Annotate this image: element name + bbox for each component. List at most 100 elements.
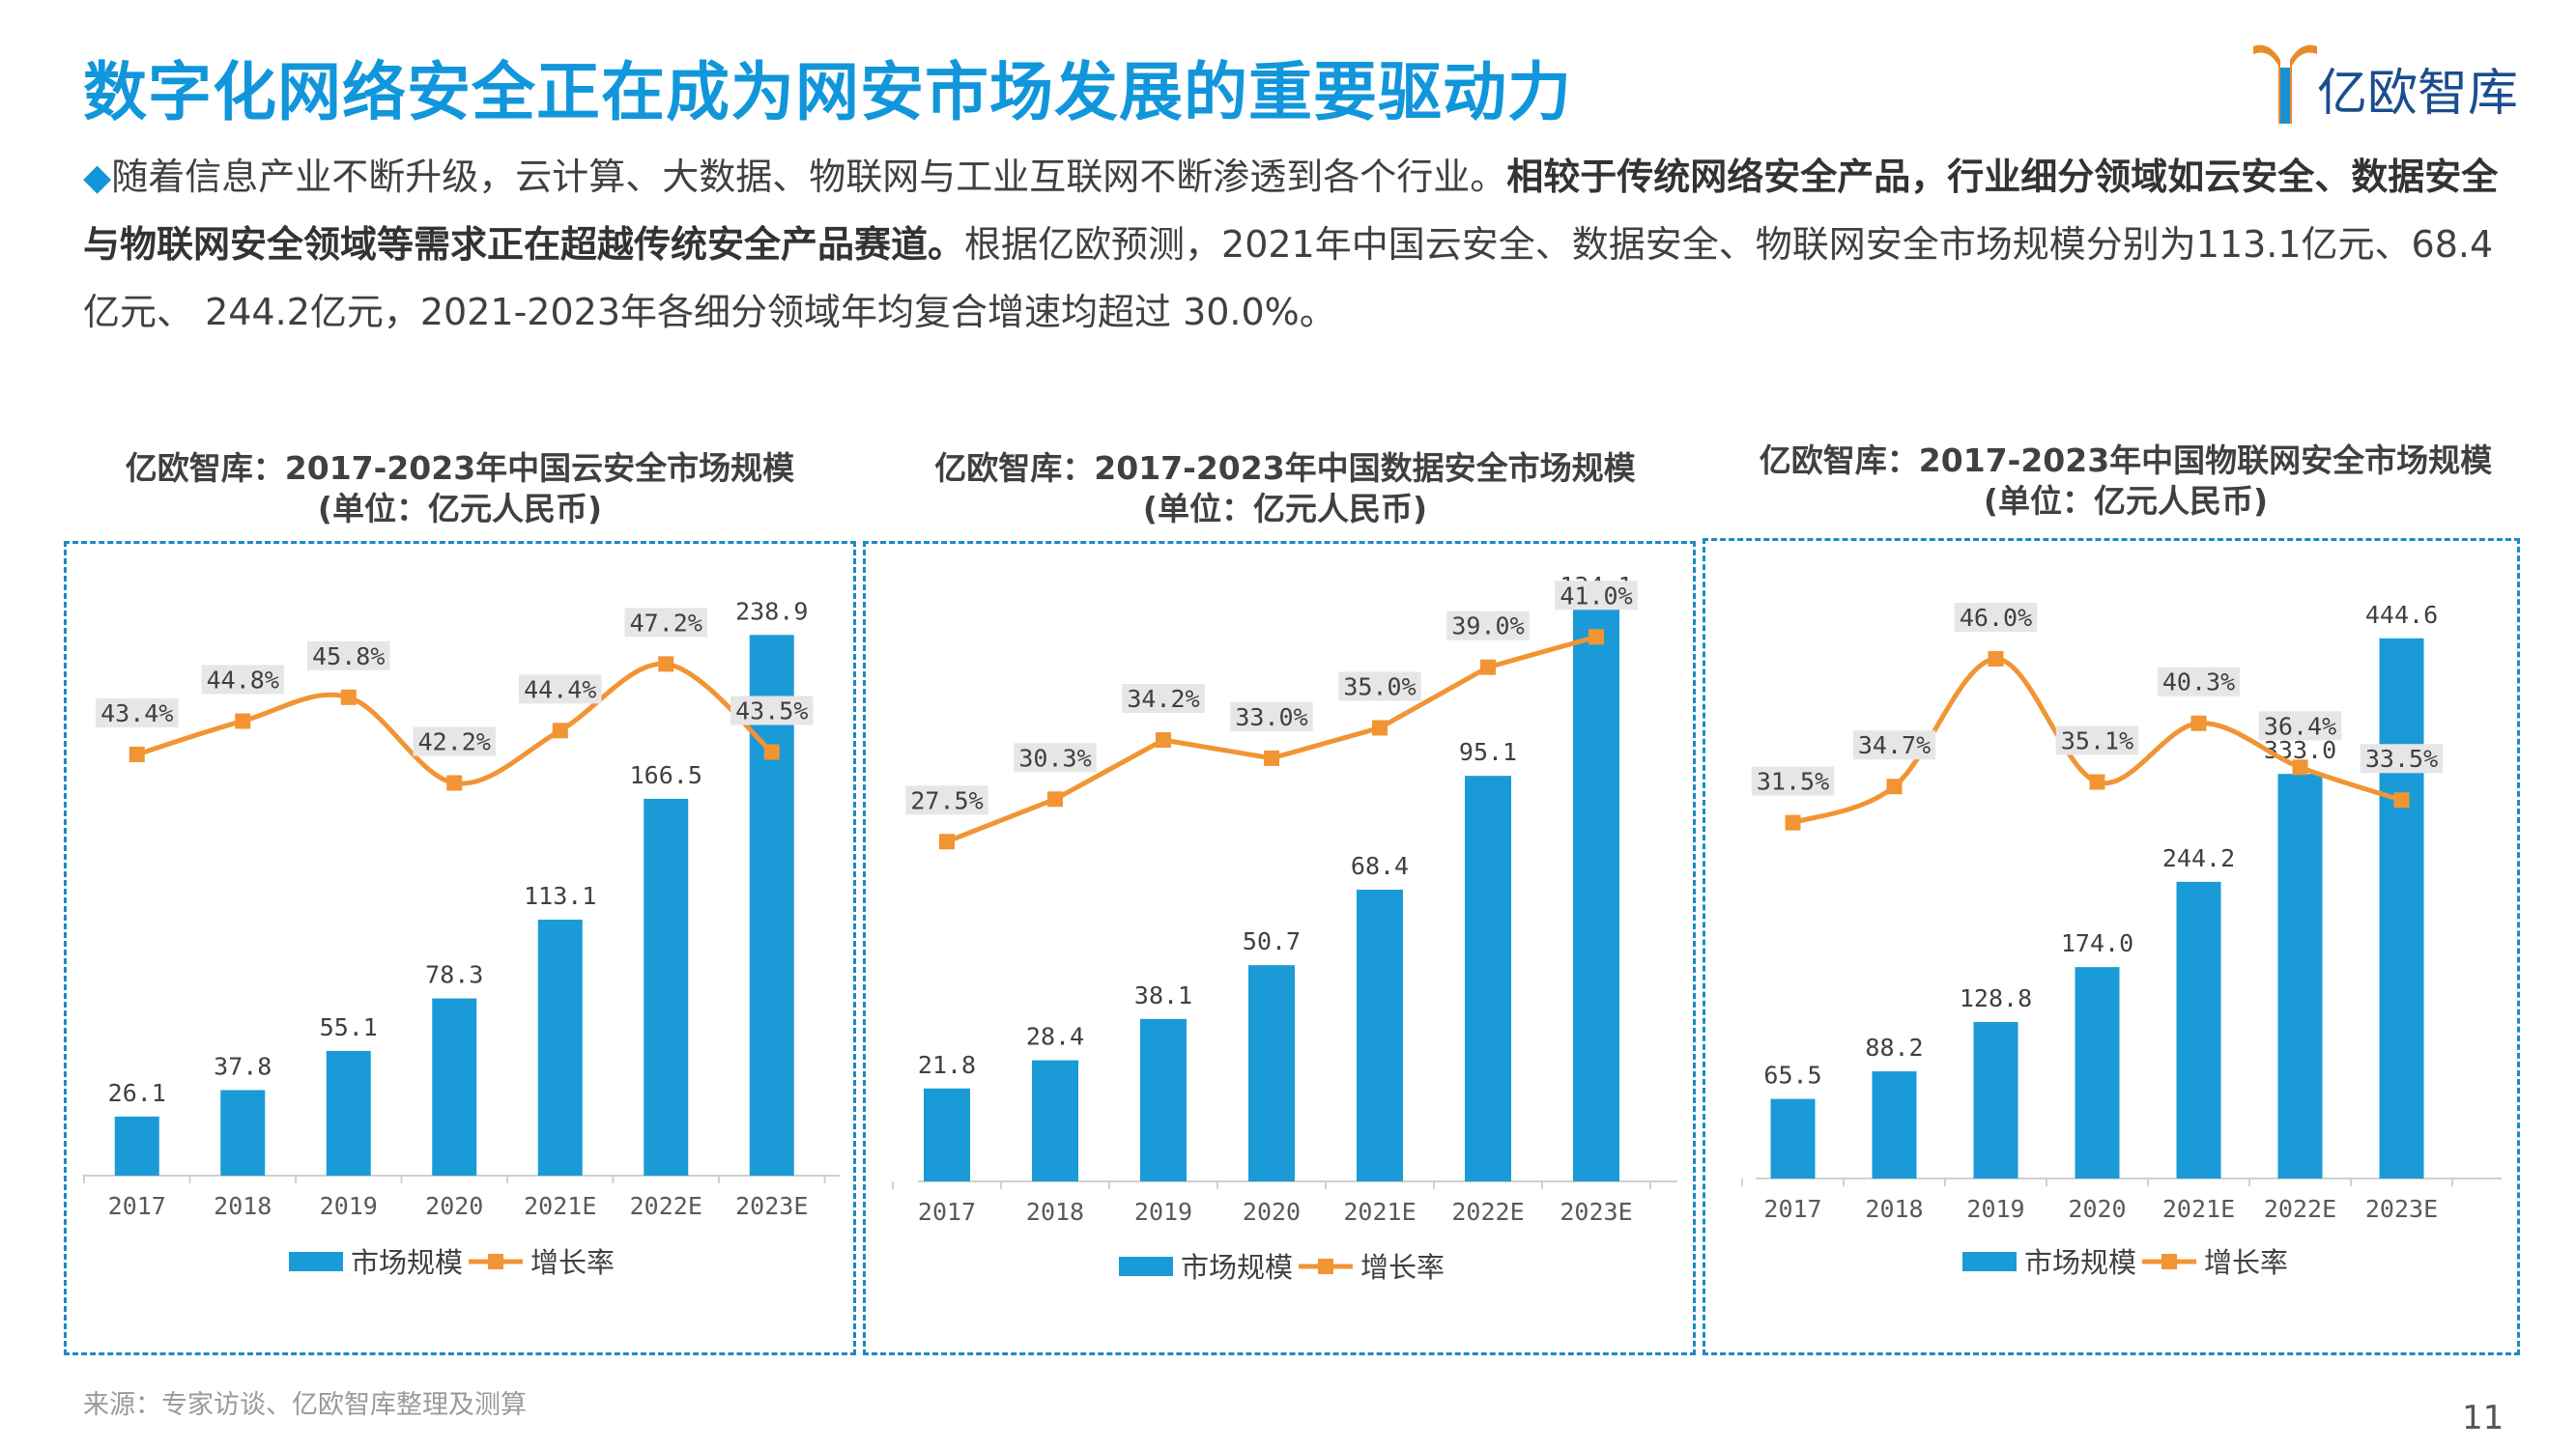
data-security-chart: 21.8 2017 28.4 2018 38.1 2019 50.7 2020 68.4 2021… bbox=[892, 572, 1677, 1284]
chart-subtitle-text: (单位：亿元人民币) bbox=[1983, 482, 2269, 520]
page-number: 11 bbox=[2462, 1399, 2504, 1437]
growth-rate-marker bbox=[2292, 759, 2308, 776]
x-tick-label: 2021E bbox=[1343, 1198, 1416, 1226]
source-note: 来源：专家访谈、亿欧智库整理及测算 bbox=[83, 1390, 527, 1420]
growth-rate-label-bg bbox=[1751, 766, 1835, 796]
bar-value-label: 26.1 bbox=[108, 1079, 166, 1107]
logo-mark-icon bbox=[2253, 44, 2317, 124]
x-tick-label: 2020 bbox=[1243, 1198, 1301, 1226]
growth-rate-marker bbox=[1480, 659, 1496, 675]
bar-value-label: 244.2 bbox=[2162, 844, 2235, 872]
bar-2017 bbox=[1770, 1098, 1816, 1179]
x-tick-label: 2017 bbox=[918, 1198, 976, 1226]
bar-2023E bbox=[2379, 638, 2424, 1179]
bar-2021E bbox=[2176, 881, 2221, 1179]
growth-rate-marker bbox=[2190, 715, 2207, 731]
growth-rate-marker bbox=[446, 775, 463, 791]
growth-rate-label: 41.0% bbox=[1560, 582, 1632, 610]
legend-bar-label: 市场规模 bbox=[1181, 1251, 1293, 1284]
bar-value-label: 128.8 bbox=[1960, 984, 2032, 1012]
bar-2019 bbox=[326, 1050, 371, 1176]
growth-rate-label-bg bbox=[1446, 611, 1530, 640]
bar-value-label: 444.6 bbox=[2365, 601, 2438, 629]
bar-2022E bbox=[644, 798, 689, 1176]
legend-line-label: 增长率 bbox=[1360, 1251, 1445, 1284]
x-tick-label: 2020 bbox=[2068, 1195, 2126, 1223]
legend-line-marker bbox=[488, 1254, 503, 1269]
bar-2018 bbox=[220, 1090, 266, 1176]
bar-value-label: 55.1 bbox=[320, 1013, 378, 1041]
growth-rate-marker bbox=[1264, 750, 1279, 766]
growth-rate-marker bbox=[2089, 774, 2105, 790]
legend-line-label: 增长率 bbox=[530, 1246, 615, 1279]
growth-rate-label: 39.0% bbox=[1451, 612, 1524, 640]
growth-rate-label: 42.2% bbox=[418, 728, 491, 756]
chart-title-data-security: 亿欧智库：2017-2023年中国数据安全市场规模 (单位：亿元人民币) bbox=[879, 448, 1691, 529]
x-tick-label: 2020 bbox=[425, 1192, 483, 1220]
bar-value-label: 78.3 bbox=[425, 961, 483, 989]
x-tick-label: 2019 bbox=[1966, 1195, 2024, 1223]
bar-2020 bbox=[1248, 965, 1295, 1181]
chart-subtitle-text: (单位：亿元人民币) bbox=[317, 490, 603, 527]
legend-bar-swatch bbox=[1119, 1257, 1173, 1276]
bar-2020 bbox=[2075, 967, 2120, 1179]
growth-rate-label: 30.3% bbox=[1018, 744, 1091, 772]
growth-rate-label-bg bbox=[1122, 684, 1205, 714]
growth-rate-label: 35.1% bbox=[2061, 727, 2133, 755]
iot-security-chart: 65.5 2017 88.2 2018 128.8 2019 174.0 2020 244.2 2… bbox=[1741, 601, 2502, 1279]
chart-title-text: 亿欧智库：2017-2023年中国数据安全市场规模 bbox=[934, 449, 1636, 487]
bar-value-label: 37.8 bbox=[214, 1052, 272, 1080]
intro-text-2: 根据亿欧预测，2021年中国云安全、数据安全、物联网安全市场规模分别为113.1… bbox=[83, 223, 2494, 333]
growth-rate-marker bbox=[939, 834, 955, 850]
x-tick-label: 2022E bbox=[2264, 1195, 2336, 1223]
chart-panel-data-security: 21.8 2017 28.4 2018 38.1 2019 50.7 2020 68.4 2021… bbox=[863, 541, 1696, 1355]
bar-2022E bbox=[1465, 776, 1511, 1181]
growth-rate-label: 44.4% bbox=[524, 675, 596, 703]
bar-2017 bbox=[114, 1116, 159, 1176]
growth-rate-label: 46.0% bbox=[1960, 604, 2032, 632]
growth-rate-label: 34.2% bbox=[1127, 685, 1199, 713]
growth-rate-label-bg bbox=[96, 697, 179, 727]
growth-rate-label-bg bbox=[201, 665, 284, 695]
bar-2019 bbox=[1973, 1021, 2018, 1179]
bar-value-label: 113.1 bbox=[524, 882, 596, 910]
chart-title-text: 亿欧智库：2017-2023年中国云安全市场规模 bbox=[125, 449, 795, 487]
growth-rate-label-bg bbox=[730, 696, 814, 725]
x-tick-label: 2022E bbox=[1451, 1198, 1524, 1226]
growth-rate-label: 31.5% bbox=[1757, 768, 1829, 796]
x-tick-label: 2019 bbox=[1134, 1198, 1192, 1226]
growth-rate-label-bg bbox=[413, 726, 496, 756]
chart-subtitle-text: (单位：亿元人民币) bbox=[1142, 490, 1428, 527]
growth-rate-label: 43.4% bbox=[100, 699, 173, 727]
growth-rate-label: 44.8% bbox=[207, 666, 279, 694]
bar-value-label: 166.5 bbox=[630, 761, 702, 789]
diamond-bullet-icon: ◆ bbox=[83, 156, 112, 198]
growth-rate-label-bg bbox=[2055, 725, 2139, 755]
bar-value-label: 95.1 bbox=[1459, 738, 1517, 766]
growth-rate-marker bbox=[2393, 792, 2410, 809]
bar-value-label: 174.0 bbox=[2061, 929, 2133, 957]
growth-rate-label: 36.4% bbox=[2264, 712, 2336, 740]
legend-bar-label: 市场规模 bbox=[351, 1246, 463, 1279]
x-tick-label: 2017 bbox=[108, 1192, 166, 1220]
chart-panel-iot-security: 65.5 2017 88.2 2018 128.8 2019 174.0 2020 244.2 2… bbox=[1703, 538, 2520, 1355]
page-title: 数字化网络安全正在成为网安市场发展的重要驱动力 bbox=[83, 55, 1572, 129]
growth-rate-label-bg bbox=[519, 674, 602, 704]
growth-rate-label-bg bbox=[1230, 701, 1313, 731]
growth-rate-marker bbox=[1047, 791, 1063, 808]
x-tick-label: 2022E bbox=[630, 1192, 702, 1220]
x-tick-label: 2021E bbox=[2162, 1195, 2235, 1223]
growth-rate-marker bbox=[1886, 779, 1903, 795]
growth-rate-label: 33.5% bbox=[2365, 745, 2438, 773]
growth-rate-marker bbox=[552, 723, 568, 739]
legend-bar-swatch bbox=[289, 1252, 343, 1271]
bar-2017 bbox=[924, 1088, 970, 1181]
x-tick-label: 2017 bbox=[1763, 1195, 1821, 1223]
intro-text-1: 随着信息产业不断升级，云计算、大数据、物联网与工业互联网不断渗透到各个行业。 bbox=[111, 156, 1507, 198]
bar-value-label: 333.0 bbox=[2264, 736, 2336, 764]
legend-line-label: 增长率 bbox=[2204, 1246, 2288, 1279]
growth-rate-marker bbox=[1785, 814, 1801, 831]
growth-rate-marker bbox=[129, 746, 145, 762]
x-tick-label: 2018 bbox=[214, 1192, 272, 1220]
growth-rate-marker bbox=[1988, 651, 2004, 668]
